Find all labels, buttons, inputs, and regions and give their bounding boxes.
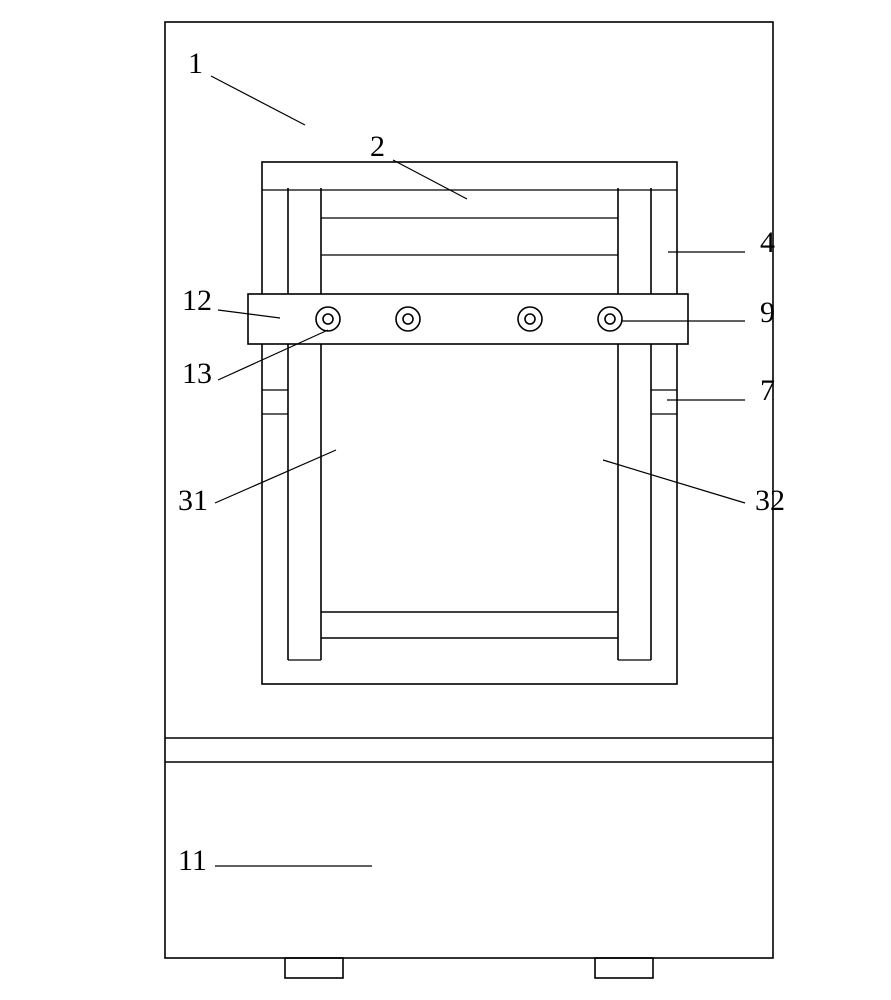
- leader-line-2: [393, 160, 467, 199]
- label-12: 12: [182, 284, 212, 317]
- label-32: 32: [755, 484, 785, 517]
- label-2: 2: [370, 130, 385, 163]
- label-9: 9: [760, 296, 775, 329]
- label-4: 4: [760, 226, 775, 259]
- technical-drawing: 124129137313211: [0, 0, 891, 1000]
- window-frame: [262, 162, 677, 684]
- leader-line-31: [215, 450, 336, 503]
- foot-2: [595, 958, 653, 978]
- label-31: 31: [178, 484, 208, 517]
- label-11: 11: [178, 844, 207, 877]
- foot-1: [285, 958, 343, 978]
- label-7: 7: [760, 374, 775, 407]
- leader-line-1: [211, 76, 305, 125]
- label-13: 13: [182, 357, 212, 390]
- leader-line-32: [603, 460, 745, 503]
- label-1: 1: [188, 47, 203, 80]
